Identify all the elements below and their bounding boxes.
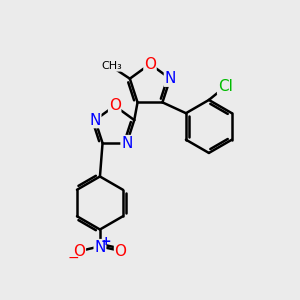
Text: N: N <box>94 240 106 255</box>
Text: N: N <box>164 71 176 86</box>
Text: N: N <box>89 112 101 128</box>
Text: CH₃: CH₃ <box>102 61 122 71</box>
Text: N: N <box>121 136 133 151</box>
Text: +: + <box>100 235 111 248</box>
Text: O: O <box>109 98 121 113</box>
Text: O: O <box>115 244 127 259</box>
Text: −: − <box>67 251 79 265</box>
Text: Cl: Cl <box>218 79 232 94</box>
Text: O: O <box>144 56 156 71</box>
Text: O: O <box>73 244 85 259</box>
